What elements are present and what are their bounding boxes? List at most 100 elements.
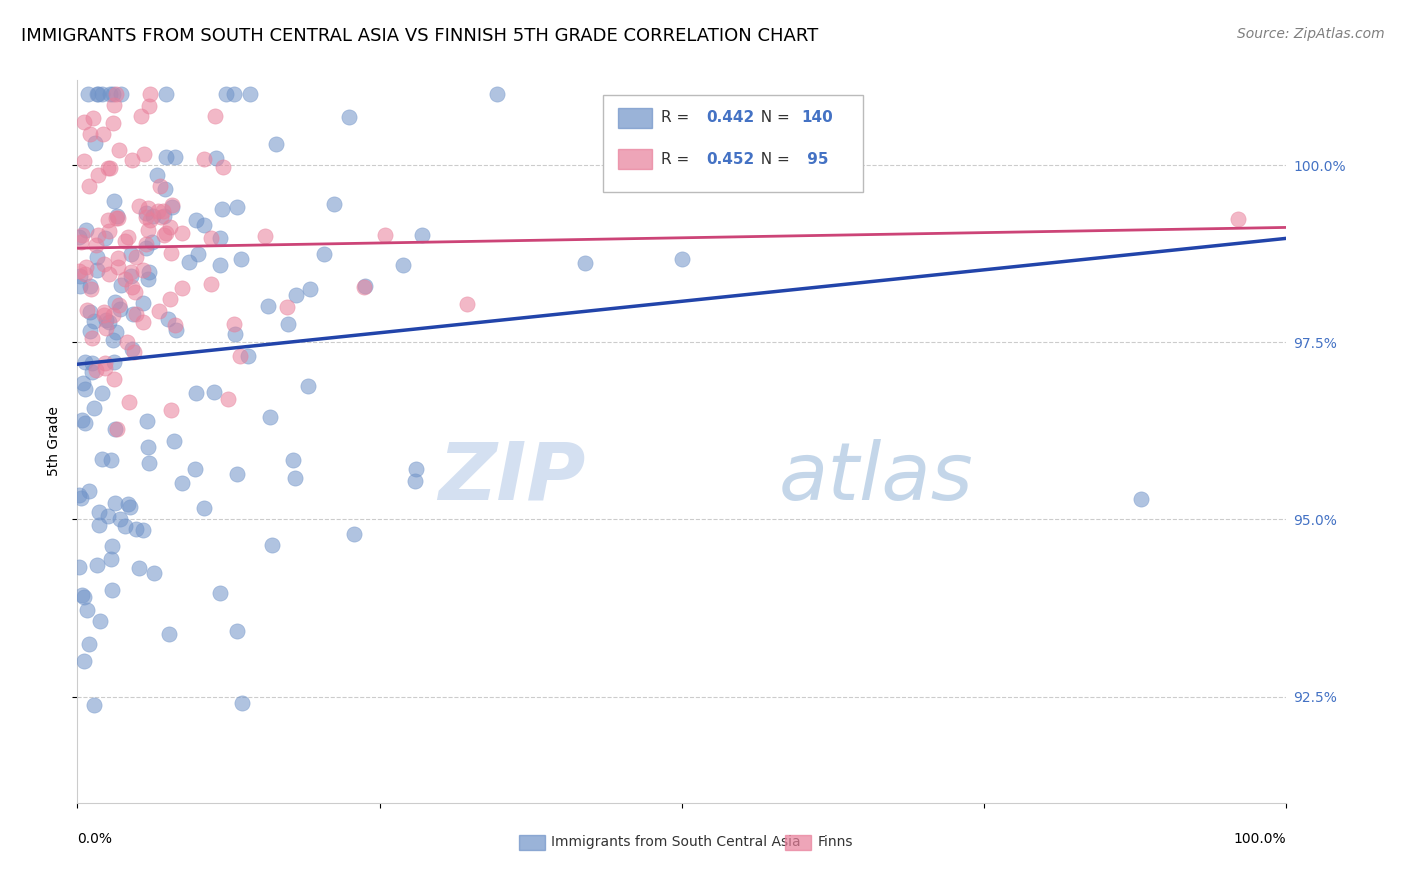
Point xyxy=(76,602,98,616)
Point xyxy=(79,127,101,141)
Point xyxy=(165,150,187,164)
Point xyxy=(70,413,93,427)
Point xyxy=(82,111,104,125)
Point xyxy=(94,356,117,370)
Point xyxy=(83,314,105,328)
Point xyxy=(115,334,138,349)
Point xyxy=(298,282,321,296)
Point xyxy=(94,320,117,334)
Point xyxy=(184,462,207,476)
Point xyxy=(101,582,124,597)
Point xyxy=(374,227,396,242)
Text: 95: 95 xyxy=(801,152,828,167)
Point xyxy=(90,386,112,401)
Point xyxy=(236,350,259,364)
Point xyxy=(160,198,183,212)
Point xyxy=(98,315,121,329)
FancyBboxPatch shape xyxy=(603,95,863,193)
Point xyxy=(177,255,200,269)
Point xyxy=(114,272,136,286)
Point xyxy=(152,228,174,243)
Point xyxy=(204,110,226,124)
Point xyxy=(141,235,163,249)
Point xyxy=(107,260,129,274)
Point xyxy=(159,402,181,417)
Point xyxy=(285,287,308,301)
Point xyxy=(79,324,101,338)
Point xyxy=(75,260,97,274)
Point xyxy=(184,386,207,401)
Point xyxy=(72,376,94,390)
Point xyxy=(353,280,375,294)
Point xyxy=(125,522,148,536)
Point xyxy=(100,453,122,467)
Point xyxy=(110,277,132,292)
Point xyxy=(159,292,181,306)
Point xyxy=(105,325,128,339)
Point xyxy=(86,263,108,277)
Point xyxy=(217,392,239,407)
Point xyxy=(107,298,129,312)
Point xyxy=(94,230,117,244)
Point xyxy=(297,379,319,393)
Point xyxy=(69,235,91,250)
Point xyxy=(226,624,249,638)
Point xyxy=(114,234,136,248)
Point xyxy=(105,211,128,226)
Point xyxy=(337,110,360,124)
Point xyxy=(254,229,277,244)
Point xyxy=(67,263,90,277)
Point xyxy=(129,109,152,123)
Point xyxy=(132,263,155,277)
Point xyxy=(107,251,129,265)
Text: N =: N = xyxy=(751,111,794,126)
Point xyxy=(405,462,427,476)
Point xyxy=(312,247,335,261)
Point xyxy=(128,560,150,574)
Point xyxy=(103,372,125,386)
Point xyxy=(150,210,173,224)
Point xyxy=(86,251,108,265)
Point xyxy=(200,277,222,292)
Point xyxy=(134,146,156,161)
Point xyxy=(200,230,222,244)
Point xyxy=(125,250,148,264)
Point xyxy=(135,241,157,255)
Point xyxy=(392,258,415,272)
Point xyxy=(104,294,127,309)
Point xyxy=(136,441,159,455)
Point xyxy=(103,355,125,369)
Point xyxy=(87,505,110,519)
Point xyxy=(84,136,107,150)
Point xyxy=(69,279,91,293)
Point xyxy=(79,278,101,293)
Point xyxy=(155,150,177,164)
Point xyxy=(187,246,209,260)
Point xyxy=(80,282,103,296)
Point xyxy=(139,87,162,102)
Point xyxy=(73,590,96,604)
Point xyxy=(120,247,142,261)
Point xyxy=(114,518,136,533)
Point xyxy=(84,237,107,252)
Point xyxy=(87,87,110,102)
Point xyxy=(110,87,132,102)
Point xyxy=(138,213,160,227)
Point xyxy=(193,219,215,233)
Point xyxy=(98,267,121,281)
Point xyxy=(264,137,287,152)
Point xyxy=(193,501,215,516)
Point xyxy=(70,588,93,602)
Point xyxy=(105,422,128,436)
Text: Source: ZipAtlas.com: Source: ZipAtlas.com xyxy=(1237,27,1385,41)
Point xyxy=(103,98,125,112)
Point xyxy=(96,313,118,327)
Point xyxy=(404,474,426,488)
Point xyxy=(91,87,114,102)
Point xyxy=(148,304,170,318)
Point xyxy=(83,698,105,712)
Text: 0.452: 0.452 xyxy=(706,152,755,167)
Point xyxy=(104,496,127,510)
Point xyxy=(72,154,94,169)
Point xyxy=(73,267,96,281)
